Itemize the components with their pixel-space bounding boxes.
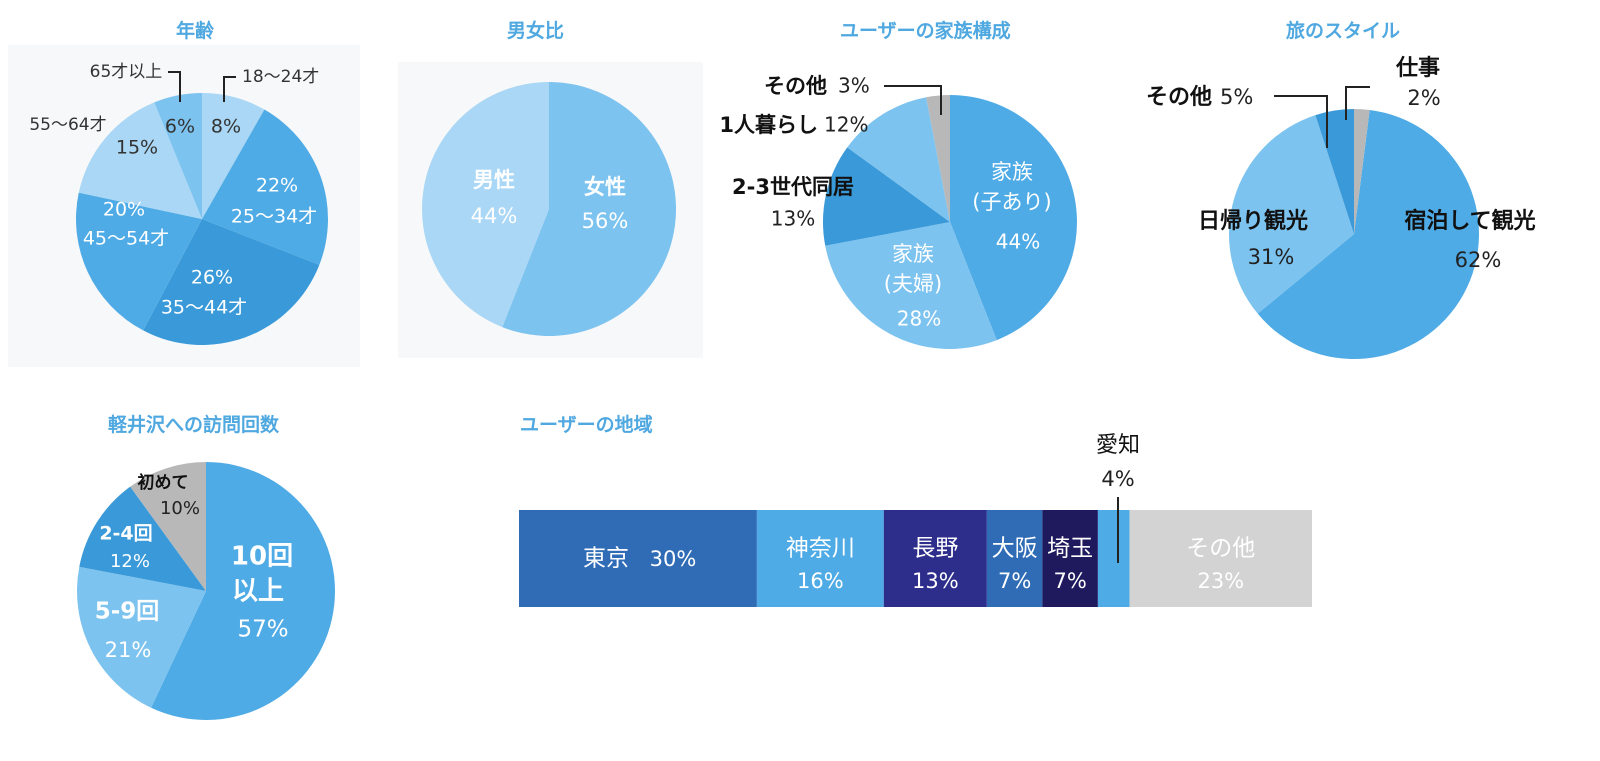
age-label-value-1: 8% [211,116,241,138]
travel-label-value-2: 31% [1248,245,1295,269]
visits-label-value-3: 12% [110,551,150,572]
region-bar-segment-4 [986,510,1043,607]
family-pie-slice-4 [847,97,950,222]
family-leader-5 [884,85,942,115]
age-label-value-4: 20% [103,199,145,221]
age-pie-slice-4 [75,192,202,331]
family-pie-slice-3 [822,147,950,246]
travel-leader-3 [1274,95,1328,148]
travel-label-category-3: その他 [1146,85,1212,110]
visits-label-category-1-sub: 以上 [232,577,284,607]
visits-chart-title: 軽井沢への訪問回数 [108,414,280,436]
family-label-category-2: 家族 [892,242,934,266]
region-label-category-5: 埼玉 [1047,536,1093,562]
family-label-value-4: 12% [824,113,868,137]
gender-chart-title: 男女比 [507,20,565,42]
travel-label-value-1: 62% [1455,248,1502,272]
visits-label-category-2: 5-9回 [95,599,160,625]
age-label-category-4: 45〜54才 [83,228,169,250]
region-label-value-1: 30% [650,547,697,571]
region-bar-segment-3 [883,510,987,607]
travel-style-chart-title: 旅のスタイル [1286,20,1401,42]
region-label-value-6: 4% [1101,467,1134,491]
region-label-category-7: その他 [1186,536,1255,562]
family-pie-slice-1 [950,95,1077,341]
travel-leader-4 [1345,86,1370,120]
age-label-value-5: 15% [116,137,158,159]
family-label-category-1: 家族 [991,160,1033,184]
region-label-value-2: 16% [797,569,844,593]
region-bar-segment-2 [756,510,884,607]
visits-label-category-1: 10回 [231,542,293,572]
age-pie-slice-3 [143,219,320,345]
age-pie-slice-1 [202,93,265,219]
region-label-category-3: 長野 [912,536,958,562]
gender-label-value-2: 44% [471,204,518,228]
travel-label-category-4: 仕事 [1395,55,1440,81]
region-label-value-4: 7% [998,569,1031,593]
age-label-category-5: 55〜64才 [29,115,106,135]
travel-label-category-1: 宿泊して観光 [1404,208,1535,234]
region-label-category-6: 愛知 [1096,433,1140,458]
visits-label-value-2: 21% [105,638,152,662]
family-label-category-2-sub: (夫婦) [884,272,942,296]
travel-pie-slice-1 [1257,109,1480,360]
travel-label-value-3: 5% [1220,85,1253,109]
gender-pie-slice-2 [422,82,549,328]
region-label-value-3: 13% [912,569,959,593]
age-leader-1 [223,76,236,102]
region-label-category-2: 神奈川 [786,536,855,562]
age-leader-6 [168,71,181,102]
travel-pie-slice-2 [1229,115,1354,314]
region-label-value-7: 23% [1197,569,1244,593]
age-label-category-6: 65才以上 [90,62,163,82]
region-label-value-5: 7% [1053,569,1086,593]
family-label-category-1-sub: (子あり) [972,190,1051,214]
travel-pie-slice-4 [1354,109,1370,234]
region-bar-segment-1 [519,510,757,607]
family-pie-slice-2 [825,222,997,349]
travel-label-value-4: 2% [1407,86,1440,110]
gender-label-category-1: 女性 [584,175,626,199]
age-pie-slice-2 [202,109,328,265]
region-chart-title: ユーザーの地域 [520,414,653,436]
visits-label-value-4: 10% [160,498,200,519]
age-label-category-3: 35〜44才 [161,297,247,319]
visits-label-value-1: 57% [237,617,288,643]
visits-pie-slice-2 [76,566,206,708]
family-label-value-1: 44% [996,230,1040,254]
family-label-value-2: 28% [897,307,941,331]
visits-pie-slice-4 [130,462,206,591]
family-label-value-5: 3% [838,74,870,98]
region-label-category-4: 大阪 [992,536,1038,562]
family-chart-title: ユーザーの家族構成 [840,20,1011,42]
visits-label-category-3: 2-4回 [99,523,152,545]
age-label-value-6: 6% [165,116,195,138]
age-pie-slice-5 [78,102,202,219]
family-label-category-5: その他 [764,74,827,98]
region-label-category-1: 東京 [583,546,629,572]
region-bar-segment-7 [1129,510,1312,607]
family-label-category-3: 2-3世代同居 [732,175,854,199]
age-label-category-1: 18〜24才 [242,67,319,87]
family-label-value-3: 13% [771,207,815,231]
age-label-value-2: 22% [256,175,298,197]
age-chart-title: 年齢 [176,20,215,42]
age-label-category-2: 25〜34才 [231,206,317,228]
gender-label-category-2: 男性 [473,168,515,192]
visits-pie-slice-1 [151,462,336,720]
gender-pie-slice-1 [502,82,677,336]
region-bar-segment-6 [1097,510,1130,607]
region-bar-segment-5 [1042,510,1098,607]
travel-label-category-2: 日帰り観光 [1198,208,1308,234]
travel-pie-slice-3 [1315,109,1354,234]
family-label-category-4: 1人暮らし [719,113,818,137]
gender-label-value-1: 56% [582,209,629,233]
age-pie-slice-6 [154,93,202,219]
age-label-value-3: 26% [191,267,233,289]
visits-pie-slice-3 [79,486,206,591]
visits-label-category-4: 初めて [138,472,189,493]
family-pie-slice-5 [926,95,950,222]
